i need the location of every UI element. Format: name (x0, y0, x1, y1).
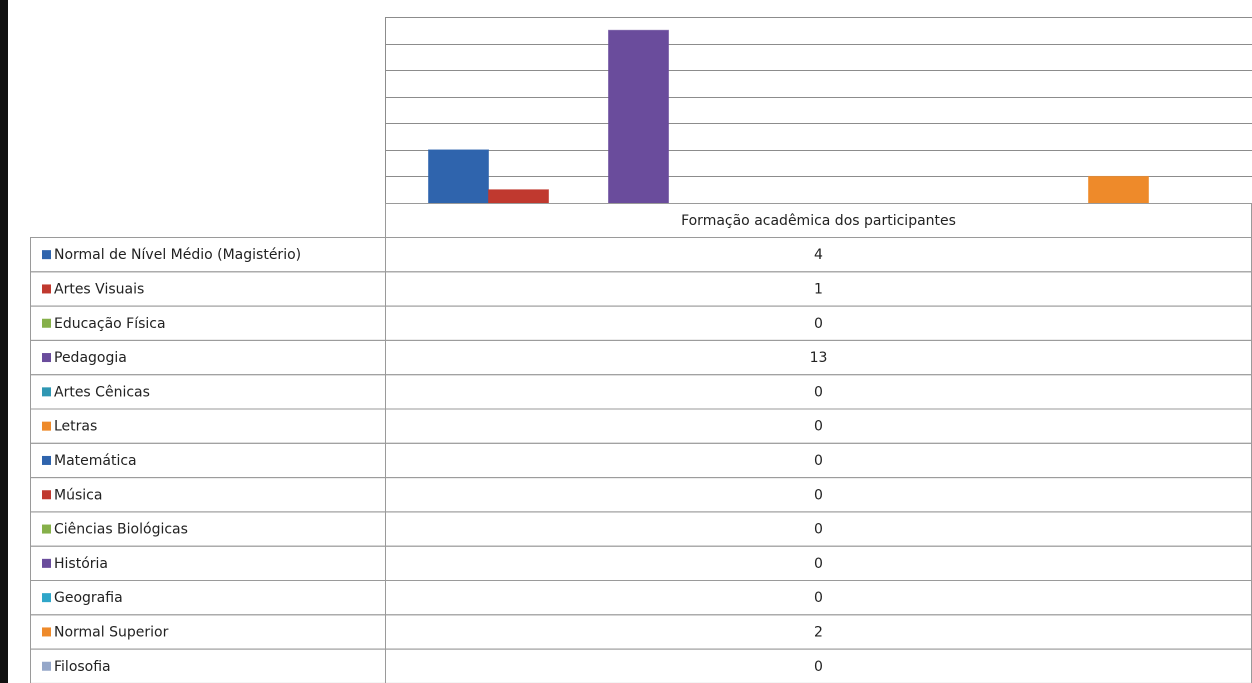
legend-label: Música (54, 487, 102, 503)
legend-label: Letras (54, 419, 97, 435)
window-edge (0, 0, 8, 683)
table-value: 0 (814, 487, 823, 503)
table-value: 0 (814, 522, 823, 538)
legend-key (42, 593, 51, 603)
table-value: 1 (814, 281, 823, 297)
table-value: 13 (810, 350, 828, 366)
legend-label: Geografia (54, 590, 123, 606)
legend-label: Artes Cênicas (54, 384, 150, 400)
legend-label: História (54, 556, 108, 572)
legend-key (42, 627, 51, 637)
bar (1088, 175, 1149, 204)
bar (608, 29, 669, 204)
legend-key (42, 661, 51, 671)
legend-label: Pedagogia (54, 350, 127, 366)
legend-label: Artes Visuais (54, 281, 144, 297)
table-value: 0 (814, 316, 823, 332)
table-value: 0 (814, 419, 823, 435)
legend-label: Normal de Nível Médio (Magistério) (54, 247, 301, 263)
legend-key (42, 455, 51, 465)
table-value: 4 (814, 247, 823, 263)
legend-key (42, 558, 51, 568)
table-value: 0 (814, 590, 823, 606)
legend-label: Normal Superior (54, 624, 169, 640)
table-value: 0 (814, 659, 823, 675)
legend-label: Educação Física (54, 316, 166, 332)
legend-label: Matemática (54, 453, 137, 469)
bar (428, 149, 489, 204)
legend-key (42, 421, 51, 431)
table-value: 0 (814, 556, 823, 572)
legend-label: Ciências Biológicas (54, 522, 188, 538)
legend-label: Filosofia (54, 659, 111, 675)
legend-key (42, 490, 51, 500)
legend-key (42, 250, 51, 260)
legend-key (42, 387, 51, 397)
table-value: 0 (814, 453, 823, 469)
table-value: 0 (814, 384, 823, 400)
bar (488, 189, 549, 204)
table-value: 2 (814, 624, 823, 640)
legend-key (42, 524, 51, 534)
legend-key (42, 284, 51, 294)
legend-key (42, 353, 51, 363)
category-label: Formação acadêmica dos participantes (681, 213, 956, 229)
legend-key (42, 318, 51, 328)
